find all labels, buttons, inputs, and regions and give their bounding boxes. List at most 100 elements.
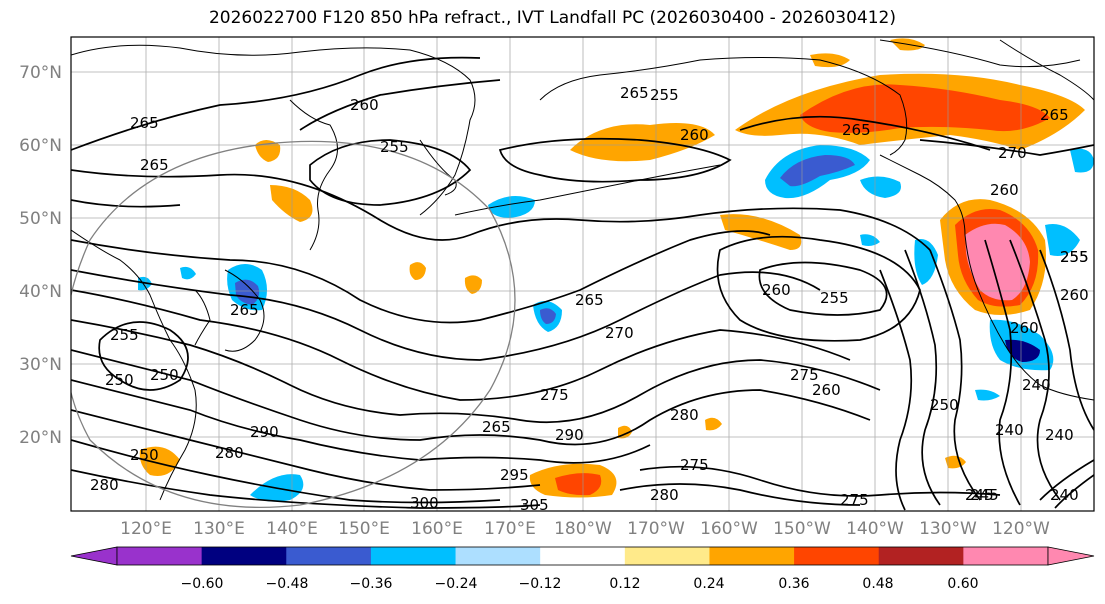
lon-label: 140°W xyxy=(846,519,904,539)
lat-label: 30°N xyxy=(19,355,62,375)
contour-label: 275 xyxy=(790,366,819,384)
contour-label: 275 xyxy=(840,491,869,509)
contour-265-north xyxy=(71,56,481,151)
contour-label: 250 xyxy=(150,366,179,384)
lon-label: 150°W xyxy=(773,519,831,539)
contour-label: 265 xyxy=(620,84,649,102)
orange-small-10 xyxy=(139,446,180,476)
orange-region-bering xyxy=(570,122,715,162)
contour-label: 265 xyxy=(482,418,511,436)
colorbar-tick-label: 0.60 xyxy=(947,576,978,592)
contour-275-central xyxy=(71,289,851,401)
coast-siberia xyxy=(71,44,476,216)
contour-east-vertical-2 xyxy=(904,249,941,506)
contour-label: 260 xyxy=(680,126,709,144)
contour-label: 260 xyxy=(1010,319,1039,337)
lat-label: 40°N xyxy=(19,282,62,302)
colorbar-tick-label: −0.60 xyxy=(181,576,224,592)
contour-305-south xyxy=(71,469,541,509)
colorbar-cell xyxy=(709,547,795,565)
contour-label: 280 xyxy=(650,486,679,504)
colorbar-tick-label: −0.36 xyxy=(350,576,393,592)
contour-255-okhotsk xyxy=(309,139,472,206)
contour-label: 295 xyxy=(500,466,529,484)
lat-label: 50°N xyxy=(19,209,62,229)
darkblue-mid-pacific xyxy=(540,308,556,324)
contour-label: 290 xyxy=(250,423,279,441)
contour-label: 265 xyxy=(140,156,169,174)
blue-gulf-2 xyxy=(860,176,901,198)
contour-265-mid-north xyxy=(71,169,931,251)
colorbar-cell xyxy=(117,547,203,565)
contour-label: 240 xyxy=(1045,426,1074,444)
pink-west-coast xyxy=(965,223,1030,301)
contour-300-south xyxy=(71,439,501,504)
contour-265-alaska xyxy=(739,115,991,151)
coast-alaska xyxy=(539,57,908,156)
orange-small-3 xyxy=(270,185,313,222)
colorbar-cell xyxy=(878,547,964,565)
blue-west-coast xyxy=(914,239,938,285)
map-panel: 265 260 255 265 260 265 255 260 270 260 … xyxy=(70,36,1095,514)
contour-label: 260 xyxy=(1060,286,1089,304)
darkblue-baja xyxy=(1005,339,1040,362)
colorbar-tick-label: 0.48 xyxy=(862,576,893,592)
lon-label: 170°W xyxy=(627,519,685,539)
coast-korea xyxy=(194,289,211,346)
lon-label: 170°E xyxy=(484,519,536,539)
colorbar-cell xyxy=(624,547,710,565)
coast-okhotsk xyxy=(289,99,338,251)
contour-label: 250 xyxy=(930,396,959,414)
contour-label: 305 xyxy=(520,496,549,514)
coast-hudson xyxy=(999,39,1094,101)
blue-hudson xyxy=(1070,148,1094,173)
contour-label: 240 xyxy=(1050,486,1079,504)
contour-east-tight-2 xyxy=(1054,474,1094,509)
contour-labels: 265 260 255 265 260 265 255 260 270 260 … xyxy=(90,84,1089,514)
contour-east-tight xyxy=(1039,459,1094,501)
negative-shading xyxy=(138,145,1094,502)
orange-small-11 xyxy=(810,53,850,68)
orange-small-7 xyxy=(705,417,722,431)
coast-japan xyxy=(224,269,265,352)
colorbar-ticks: −0.60 −0.48 −0.36 −0.24 −0.12 0.12 0.24 … xyxy=(181,576,979,592)
contour-label: 250 xyxy=(105,371,134,389)
contour-label: 280 xyxy=(215,444,244,462)
contour-label: 275 xyxy=(540,386,569,404)
map-frame xyxy=(70,36,1095,512)
contour-270-central xyxy=(71,269,821,361)
colorbar-tick-label: −0.12 xyxy=(519,576,562,592)
contour-260-mid xyxy=(71,199,181,208)
contour-label: 265 xyxy=(842,121,871,139)
colorbar-cell xyxy=(455,547,541,565)
contour-label: 270 xyxy=(605,324,634,342)
contour-295-south xyxy=(71,409,541,491)
contour-label: 265 xyxy=(1040,106,1069,124)
lat-label: 70°N xyxy=(19,63,62,83)
contour-label: 260 xyxy=(762,281,791,299)
contour-east-vertical-6 xyxy=(984,239,1021,506)
contour-label: 250 xyxy=(130,446,159,464)
contour-label: 290 xyxy=(555,426,584,444)
contour-label: 240 xyxy=(995,421,1024,439)
domain-circle xyxy=(71,140,516,508)
contour-tropic-east-2 xyxy=(619,483,861,506)
lon-label: 140°E xyxy=(266,519,318,539)
contour-label: 245 xyxy=(965,486,994,504)
colorbar-cell xyxy=(201,547,287,565)
lon-label: 150°E xyxy=(338,519,390,539)
contour-label: 255 xyxy=(820,289,849,307)
lon-label: 160°E xyxy=(411,519,463,539)
map-title: 2026022700 F120 850 hPa refract., IVT La… xyxy=(208,8,896,28)
contour-label: 280 xyxy=(90,476,119,494)
lon-label: 180°W xyxy=(554,519,612,539)
contour-label: 260 xyxy=(990,181,1019,199)
gridlines xyxy=(71,37,1094,511)
lon-axis: 120°E 130°E 140°E 150°E 160°E 170°E 180°… xyxy=(120,519,1050,539)
contour-260-bering xyxy=(498,137,732,183)
contour-label: 245 xyxy=(970,486,999,504)
contours xyxy=(71,56,1094,511)
contour-label: 270 xyxy=(998,144,1027,162)
contour-east-vertical-4 xyxy=(1039,249,1094,431)
blue-great-basin xyxy=(1045,224,1080,256)
